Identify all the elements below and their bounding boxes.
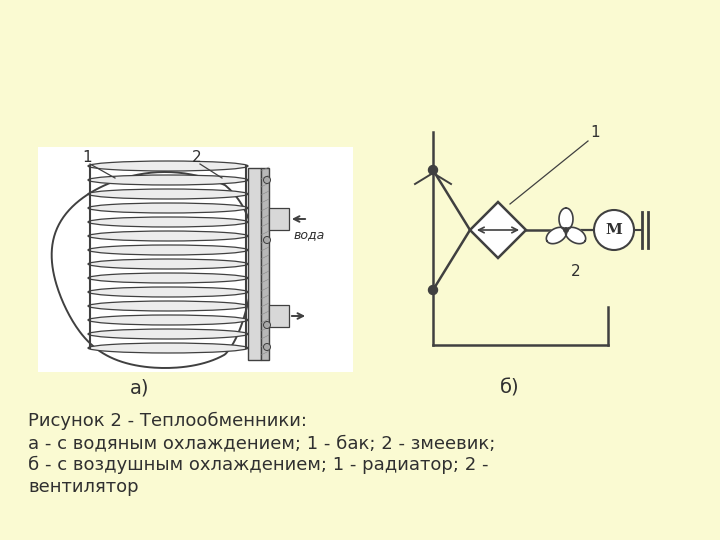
Text: б): б) — [500, 379, 520, 397]
Ellipse shape — [88, 259, 248, 269]
Text: 2: 2 — [192, 150, 202, 165]
Polygon shape — [52, 172, 254, 368]
Text: 1: 1 — [590, 125, 600, 140]
Text: вентилятор: вентилятор — [28, 478, 139, 496]
Circle shape — [264, 343, 271, 350]
Text: а - с водяным охлаждением; 1 - бак; 2 - змеевик;: а - с водяным охлаждением; 1 - бак; 2 - … — [28, 434, 495, 452]
Ellipse shape — [88, 189, 248, 199]
FancyBboxPatch shape — [38, 147, 353, 372]
Circle shape — [264, 321, 271, 328]
Text: M: M — [606, 223, 622, 237]
Polygon shape — [546, 227, 567, 244]
Text: а): а) — [130, 379, 150, 397]
Circle shape — [428, 165, 438, 174]
Circle shape — [428, 286, 438, 294]
FancyBboxPatch shape — [261, 168, 269, 360]
Ellipse shape — [88, 301, 248, 311]
Polygon shape — [565, 227, 585, 244]
FancyBboxPatch shape — [269, 208, 289, 230]
Polygon shape — [470, 202, 526, 258]
Polygon shape — [559, 208, 573, 230]
Circle shape — [264, 237, 271, 244]
Text: Рисунок 2 - Теплообменники:: Рисунок 2 - Теплообменники: — [28, 412, 307, 430]
Ellipse shape — [88, 203, 248, 213]
Ellipse shape — [88, 287, 248, 297]
Text: вода: вода — [294, 228, 325, 241]
Text: 1: 1 — [82, 150, 91, 165]
Circle shape — [594, 210, 634, 250]
Ellipse shape — [88, 343, 248, 353]
Ellipse shape — [88, 329, 248, 339]
Text: 2: 2 — [571, 264, 580, 279]
Ellipse shape — [88, 217, 248, 227]
Ellipse shape — [88, 161, 248, 171]
Ellipse shape — [88, 231, 248, 241]
Circle shape — [264, 177, 271, 184]
Ellipse shape — [88, 315, 248, 325]
FancyBboxPatch shape — [248, 168, 261, 360]
Ellipse shape — [88, 273, 248, 283]
Ellipse shape — [88, 245, 248, 255]
Ellipse shape — [88, 175, 248, 185]
Text: б - с воздушным охлаждением; 1 - радиатор; 2 -: б - с воздушным охлаждением; 1 - радиато… — [28, 456, 488, 474]
Circle shape — [563, 227, 569, 233]
FancyBboxPatch shape — [269, 305, 289, 327]
